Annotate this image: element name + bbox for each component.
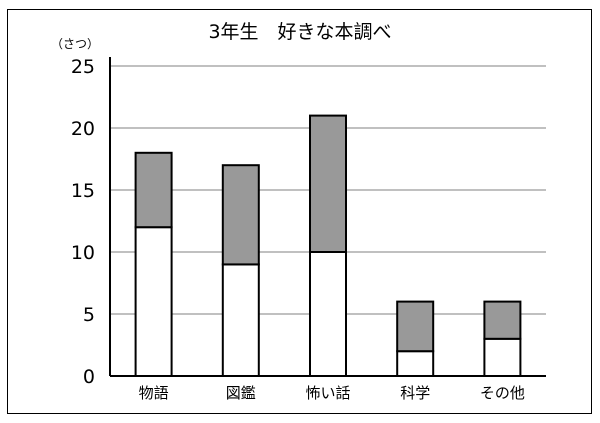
bar-segment-upper	[309, 114, 347, 253]
bars	[134, 114, 522, 378]
x-category-label: 怖い話	[305, 384, 350, 402]
bar-segment-upper	[483, 300, 522, 340]
y-tick-label: 25	[71, 56, 95, 78]
bar-segment-upper	[221, 164, 260, 266]
x-category-label: 図鑑	[226, 384, 256, 402]
x-category-labels: 物語 図鑑 怖い話 科学 その他	[139, 384, 525, 402]
x-category-label: その他	[480, 384, 525, 402]
y-axis-unit-label: （さつ）	[51, 37, 99, 51]
y-tick-label: 15	[71, 180, 95, 202]
x-category-label: 物語	[139, 384, 169, 402]
bar-segment-lower	[483, 337, 522, 377]
bar-segment-lower	[309, 251, 347, 377]
y-tick-label: 0	[83, 366, 95, 388]
axes	[109, 57, 546, 377]
y-tick-label: 5	[83, 304, 95, 326]
bar-segment-lower	[396, 350, 435, 378]
bar-segment-lower	[221, 263, 260, 377]
y-tick-label: 20	[71, 118, 95, 140]
x-category-label: 科学	[400, 384, 430, 402]
bar-segment-upper	[396, 300, 435, 353]
bar-segment-upper	[134, 151, 173, 229]
chart-title: 3年生 好きな本調べ	[208, 21, 391, 43]
bar-segment-lower	[134, 226, 173, 377]
y-tick-labels: 0 5 10 15 20 25	[71, 56, 95, 388]
y-tick-label: 10	[71, 242, 95, 264]
